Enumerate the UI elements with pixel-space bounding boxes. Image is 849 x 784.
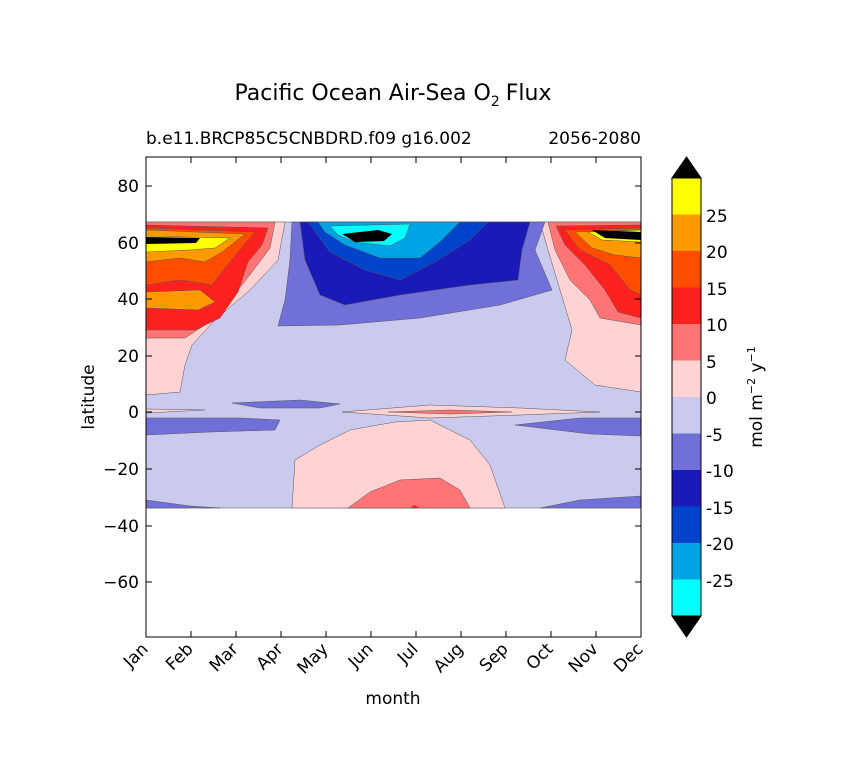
x-tick-label: May [294, 639, 333, 678]
x-tick-label: Nov [565, 639, 603, 677]
x-tick-label: Jul [393, 639, 422, 668]
y-tick-label: 20 [117, 347, 139, 367]
colorbar: 25 20 15 10 5 0 -5 -10 -15 -20 -25 mol m… [671, 156, 767, 638]
x-tick-label: Jan [119, 639, 152, 672]
x-tick-label: Oct [523, 639, 558, 674]
x-tick-label: Dec [610, 639, 647, 676]
colorbar-label: mol m−2 y−1 [745, 346, 767, 448]
colorbar-segment [672, 287, 701, 324]
colorbar-tick-label: -20 [706, 535, 734, 555]
y-tick: 40 [117, 290, 641, 310]
colorbar-segment [672, 214, 701, 251]
contour-pos-25b-nw [146, 289, 216, 311]
y-tick-label: 40 [117, 290, 139, 310]
colorbar-segment [672, 324, 701, 361]
contour-neg-5-eq-w [146, 417, 281, 436]
colorbar-tick-label: 20 [706, 243, 728, 263]
x-tick-label: Mar [206, 639, 243, 676]
colorbar-extend-bottom [671, 615, 702, 638]
contour-black-n [342, 230, 392, 242]
colorbar-tick-label: 10 [706, 316, 728, 336]
chart-subtitle-left: b.e11.BRCP85C5CNBDRD.f09 g16.002 [146, 129, 472, 149]
y-tick-label: 80 [117, 177, 139, 197]
colorbar-tick-label: 0 [706, 389, 717, 409]
colorbar-segment [672, 543, 701, 580]
contour-black-ne [592, 230, 641, 240]
colorbar-tick-label: 15 [706, 280, 728, 300]
x-tick-label: Aug [430, 639, 468, 677]
colorbar-segment [672, 433, 701, 470]
x-tick-label: Feb [162, 639, 197, 674]
y-axis: 80 60 40 20 0 −20 −40 −60 lati [79, 177, 641, 593]
contour-pos-5-eq-w [146, 408, 206, 414]
y-tick: 80 [117, 177, 641, 197]
colorbar-segment [672, 251, 701, 288]
contour-neg-5-sw [146, 499, 221, 509]
colorbar-segment [672, 178, 701, 215]
colorbar-ticks: 25 20 15 10 5 0 -5 -10 -15 -20 -25 [706, 207, 734, 592]
colorbar-tick-label: -15 [706, 499, 734, 519]
colorbar-segment [672, 579, 701, 616]
contour-fill [146, 221, 641, 509]
plot-frame [145, 156, 642, 638]
y-tick-label: 60 [117, 234, 139, 254]
y-tick: −20 [103, 460, 641, 480]
y-tick: 0 [128, 403, 641, 423]
y-tick: −40 [103, 517, 641, 537]
x-tick-label: Apr [253, 639, 288, 674]
chart-subtitle-right: 2056-2080 [548, 129, 641, 149]
chart-title: Pacific Ocean Air-Sea O2 Flux [235, 81, 552, 110]
colorbar-segment [672, 397, 701, 434]
colorbar-segment [672, 470, 701, 507]
colorbar-segment [672, 506, 701, 543]
x-tick-label: Jun [344, 639, 378, 673]
y-tick-label: 0 [128, 403, 139, 423]
colorbar-tick-label: -25 [706, 572, 734, 592]
y-tick: 60 [117, 234, 641, 254]
y-tick: −60 [103, 573, 641, 593]
contour-neg-5-eq-e [514, 417, 641, 437]
plot-area [145, 156, 642, 638]
contour-pos-10-s [347, 477, 471, 509]
colorbar-tick-label: 5 [706, 353, 717, 373]
contour-pos-10-eq [387, 409, 513, 415]
colorbar-tick-label: -10 [706, 462, 734, 482]
y-tick: 20 [117, 347, 641, 367]
colorbar-tick-label: 25 [706, 207, 728, 227]
colorbar-segment [672, 360, 701, 397]
y-tick-label: −40 [103, 517, 139, 537]
x-tick-label: Sep [476, 639, 513, 676]
y-tick-label: −60 [103, 573, 139, 593]
x-axis-label: month [365, 689, 420, 709]
contour-black-nw [146, 237, 200, 244]
contour-neg-5-se [539, 495, 641, 509]
contour-pos-15-s [410, 505, 420, 508]
colorbar-tick-label: -5 [706, 426, 723, 446]
y-axis-label: latitude [79, 364, 99, 429]
colorbar-extend-top [671, 156, 702, 179]
contour-neg-5-eq-a [231, 399, 341, 409]
y-tick-label: −20 [103, 460, 139, 480]
